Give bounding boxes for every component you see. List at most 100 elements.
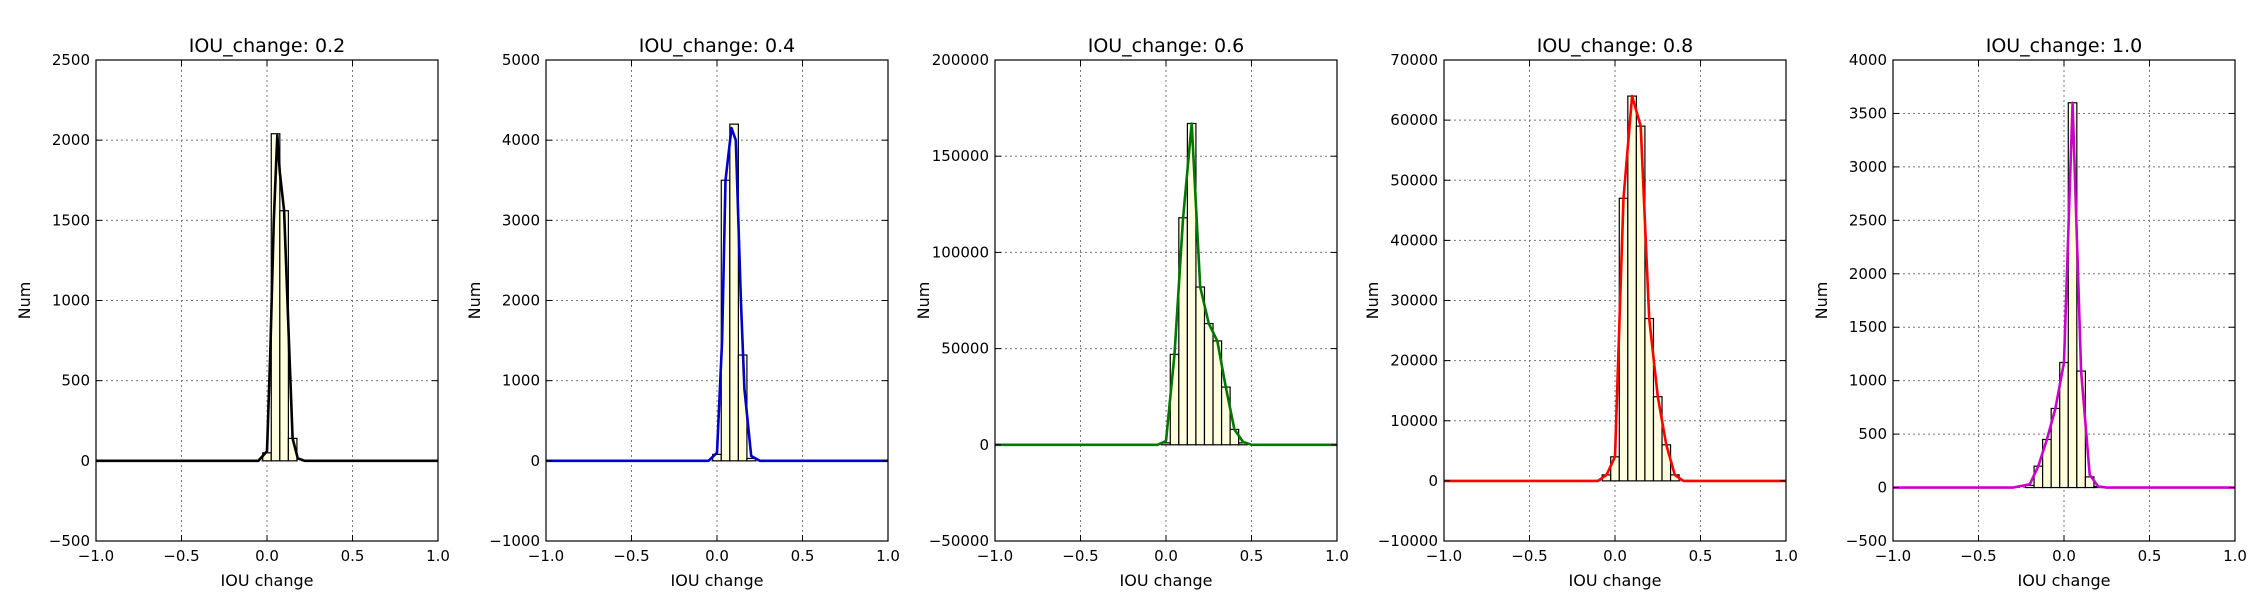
density-line — [546, 126, 888, 463]
chart-title: IOU_change: 0.4 — [639, 35, 796, 57]
y-tick-label: 200000 — [932, 51, 989, 69]
chart-title: IOU_change: 1.0 — [1986, 35, 2143, 57]
y-tick-label: 50000 — [1390, 171, 1438, 189]
y-tick-label: 2000 — [52, 131, 90, 149]
y-tick-label: 100000 — [932, 243, 989, 261]
y-tick-label: 1000 — [1849, 372, 1887, 390]
density-line — [1893, 101, 2235, 489]
y-tick-label: 40000 — [1390, 231, 1438, 249]
y-axis-label: Num — [914, 282, 933, 320]
y-tick-label: 1000 — [502, 372, 540, 390]
y-tick-label: 5000 — [502, 51, 540, 69]
axis-ticks: −1.0 −0.5 0.0 0.5 1.0 −10000 0 10000 20000 30000 4… — [1378, 51, 1798, 565]
y-tick-label: 0 — [1877, 479, 1887, 497]
x-tick-label: 1.0 — [426, 547, 450, 565]
histogram-bars — [712, 123, 757, 462]
x-axis-label: IOU change — [1569, 571, 1662, 590]
y-tick-label: 1500 — [1849, 318, 1887, 336]
y-tick-label: 150000 — [932, 147, 989, 165]
y-tick-label: 60000 — [1390, 111, 1438, 129]
axis-ticks: −1.0 −0.5 0.0 0.5 1.0 −500 0 500 1000 1500 2000 250… — [49, 51, 450, 565]
y-tick-label: −500 — [1846, 532, 1887, 550]
y-tick-label: 0 — [1428, 472, 1438, 490]
y-tick-label: −10000 — [1378, 532, 1438, 550]
x-tick-label: 0.0 — [705, 547, 729, 565]
y-tick-label: 10000 — [1390, 412, 1438, 430]
y-tick-label: 1000 — [52, 292, 90, 310]
y-tick-label: 30000 — [1390, 292, 1438, 310]
x-tick-label: 1.0 — [2223, 547, 2247, 565]
y-tick-label: 4000 — [502, 131, 540, 149]
y-axis-label: Num — [1812, 282, 1831, 320]
histogram-bar — [1195, 286, 1206, 446]
histogram-bar — [2033, 465, 2044, 489]
histogram-bars — [1161, 122, 1248, 446]
y-tick-label: 3000 — [1849, 158, 1887, 176]
histogram-bar — [1169, 353, 1180, 446]
y-tick-label: 2000 — [1849, 265, 1887, 283]
histogram-bar — [1661, 444, 1672, 482]
axis-ticks: −1.0 −0.5 0.0 0.5 1.0 −500 0 500 1000 1500 2000 250… — [1846, 51, 2247, 565]
x-tick-label: −0.5 — [1960, 547, 1996, 565]
y-tick-label: 3500 — [1849, 104, 1887, 122]
histogram-bar — [1618, 197, 1629, 482]
chart-title: IOU_change: 0.8 — [1537, 35, 1694, 57]
chart-panel-1: −1.0 −0.5 0.0 0.5 1.0 −500 0 500 1000 1500 2000 250… — [15, 35, 450, 590]
histogram-bar — [729, 123, 739, 462]
histogram-bar — [279, 210, 289, 462]
chart-title: IOU_change: 0.2 — [189, 35, 346, 57]
x-axis-label: IOU change — [1120, 571, 1213, 590]
histogram-bar — [1627, 95, 1637, 482]
x-axis-label: IOU change — [2018, 571, 2111, 590]
x-tick-label: 1.0 — [876, 547, 900, 565]
x-tick-label: 0.0 — [1154, 547, 1178, 565]
y-tick-label: −50000 — [929, 532, 989, 550]
y-axis-label: Num — [1363, 282, 1382, 320]
x-tick-label: 0.0 — [1603, 547, 1627, 565]
x-tick-label: −1.0 — [1426, 547, 1462, 565]
chart-panel-4: −1.0 −0.5 0.0 0.5 1.0 −10000 0 10000 20000 30000 4… — [1363, 35, 1798, 590]
x-tick-label: 1.0 — [1774, 547, 1798, 565]
density-line — [96, 134, 438, 463]
x-tick-label: 0.5 — [791, 547, 815, 565]
y-tick-label: 2000 — [502, 292, 540, 310]
x-tick-label: 0.5 — [1240, 547, 1264, 565]
y-tick-label: 2500 — [52, 51, 90, 69]
y-tick-label: 0 — [530, 452, 540, 470]
x-tick-label: 0.5 — [1689, 547, 1713, 565]
x-tick-label: 0.5 — [341, 547, 365, 565]
x-tick-label: −1.0 — [977, 547, 1013, 565]
y-tick-label: 500 — [61, 372, 90, 390]
y-tick-label: 70000 — [1390, 51, 1438, 69]
x-tick-label: −0.5 — [163, 547, 199, 565]
histogram-bar — [2076, 370, 2086, 489]
x-axis-label: IOU change — [221, 571, 314, 590]
y-axis-label: Num — [465, 282, 484, 320]
x-tick-label: −0.5 — [1062, 547, 1098, 565]
y-tick-label: −1000 — [489, 532, 540, 550]
y-tick-label: −500 — [49, 532, 90, 550]
x-tick-label: −1.0 — [1875, 547, 1911, 565]
x-tick-label: 0.0 — [2052, 547, 2076, 565]
x-tick-label: −0.5 — [613, 547, 649, 565]
grid-lines — [546, 60, 888, 541]
chart-panel-3: −1.0 −0.5 0.0 0.5 1.0 −50000 0 50000 100000 15000… — [914, 35, 1349, 590]
y-tick-label: 500 — [1858, 425, 1887, 443]
y-axis-label: Num — [15, 282, 34, 320]
density-line — [995, 122, 1337, 447]
x-tick-label: 0.0 — [255, 547, 279, 565]
density-line — [1444, 94, 1786, 483]
y-tick-label: 50000 — [941, 340, 989, 358]
y-tick-label: 2500 — [1849, 211, 1887, 229]
x-axis-label: IOU change — [671, 571, 764, 590]
chart-panel-5: −1.0 −0.5 0.0 0.5 1.0 −500 0 500 1000 1500 2000 250… — [1812, 35, 2247, 590]
axis-ticks: −1.0 −0.5 0.0 0.5 1.0 −50000 0 50000 100000 15000… — [929, 51, 1349, 565]
x-tick-label: −1.0 — [78, 547, 114, 565]
x-tick-label: 0.5 — [2138, 547, 2162, 565]
chart-panel-2: −1.0 −0.5 0.0 0.5 1.0 −1000 0 1000 2000 3000 4000 5… — [465, 35, 900, 590]
axis-ticks: −1.0 −0.5 0.0 0.5 1.0 −1000 0 1000 2000 3000 4000 5… — [489, 51, 900, 565]
y-tick-label: 3000 — [502, 211, 540, 229]
histogram-bars — [2024, 102, 2104, 489]
histogram-bar — [1203, 322, 1214, 446]
